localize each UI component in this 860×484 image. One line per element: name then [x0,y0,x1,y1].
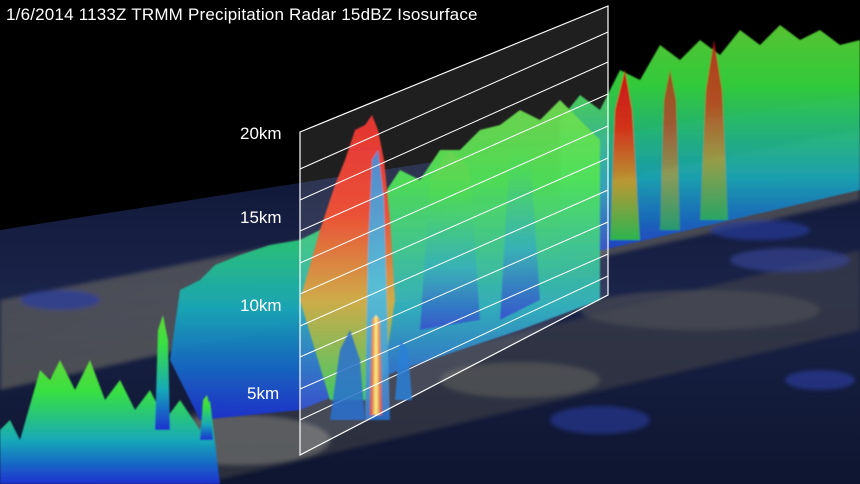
altitude-label-10km: 10km [240,296,282,315]
altitude-label-5km: 5km [247,384,280,403]
altitude-label-15km: 15km [240,208,282,227]
image-title: 1/6/2014 1133Z TRMM Precipitation Radar … [6,5,478,24]
altitude-grid-panel [299,5,609,456]
altitude-label-20km: 20km [240,124,282,143]
foreground-cells [0,315,220,484]
rain-band-back [560,25,860,260]
low-rain-front [330,330,412,420]
